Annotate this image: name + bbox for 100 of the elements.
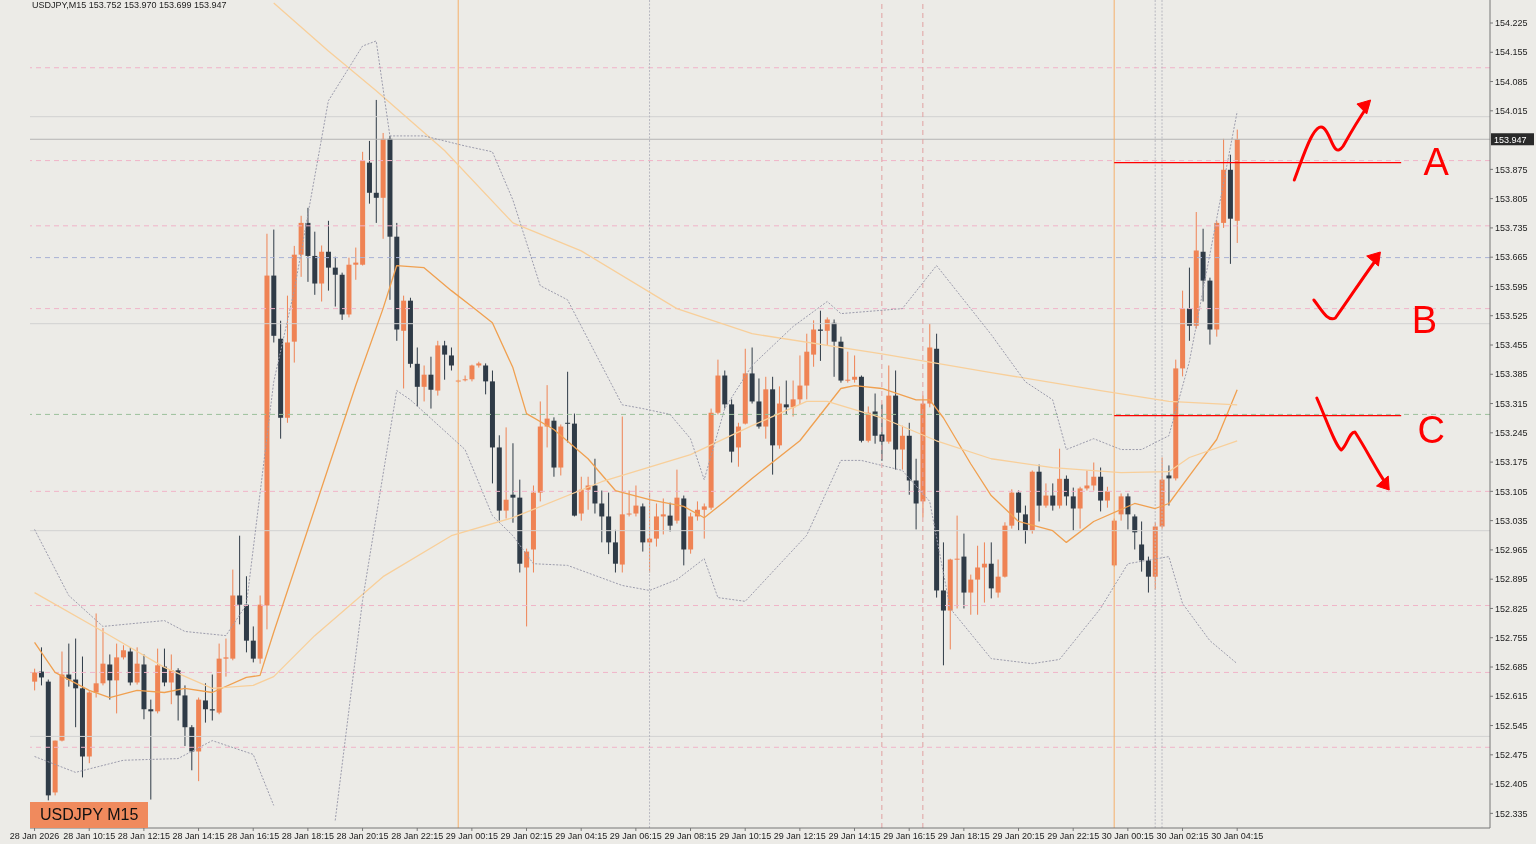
- candlestick: [414, 347, 420, 407]
- candlestick: [1091, 462, 1097, 492]
- x-tick-label: 28 Jan 22:15: [391, 831, 444, 842]
- candlestick: [373, 99, 379, 224]
- annotation: USDJPY M15: [30, 802, 149, 828]
- candlestick: [483, 362, 489, 395]
- candlestick: [592, 458, 598, 515]
- candlestick: [845, 351, 851, 384]
- candlestick: [674, 469, 680, 525]
- line-series: [34, 40, 1238, 637]
- y-tick-label: 152.475: [1495, 750, 1528, 761]
- candlestick: [913, 458, 919, 530]
- candlestick: [852, 354, 858, 384]
- candlestick: [100, 627, 106, 686]
- candlestick: [448, 347, 454, 372]
- candlestick: [899, 425, 905, 471]
- ref-line-label: 153.947: [1494, 134, 1527, 145]
- x-tick-label: 29 Jan 00:15: [445, 831, 498, 842]
- x-tick-label: 29 Jan 22:15: [1047, 831, 1100, 842]
- candlestick: [995, 559, 1001, 599]
- candlestick: [975, 545, 981, 616]
- candlestick: [797, 354, 803, 405]
- candlestick: [1166, 464, 1172, 507]
- candlestick: [1145, 556, 1151, 594]
- candlestick: [1118, 492, 1124, 522]
- candlestick: [1043, 482, 1049, 509]
- candlestick: [237, 535, 243, 625]
- candlestick: [1098, 467, 1104, 512]
- candlestick: [831, 318, 837, 378]
- candlestick: [599, 490, 605, 543]
- annotation: B: [1410, 298, 1439, 342]
- y-tick-label: 152.685: [1495, 662, 1528, 673]
- y-tick-label: 152.965: [1495, 545, 1528, 556]
- candlestick: [660, 497, 666, 535]
- line-series: [33, 264, 1238, 699]
- candlestick: [223, 638, 229, 678]
- y-tick-label: 152.405: [1495, 779, 1528, 790]
- y-tick-label: 153.805: [1495, 193, 1528, 204]
- candlestick: [462, 375, 468, 382]
- x-tick-label: 28 Jan 20:15: [336, 831, 389, 842]
- x-tick-label: 28 Jan 16:15: [227, 831, 280, 842]
- x-tick-label: 28 Jan 2026: [9, 831, 60, 842]
- candlestick: [1016, 490, 1022, 532]
- y-tick-label: 154.085: [1495, 76, 1528, 87]
- candlestick: [93, 612, 99, 699]
- y-tick-label: 152.895: [1495, 574, 1528, 585]
- candlestick: [510, 442, 516, 524]
- y-tick-label: 152.545: [1495, 720, 1528, 731]
- candlestick: [824, 316, 830, 346]
- candlestick: [940, 541, 946, 666]
- x-tick-label: 30 Jan 00:15: [1101, 831, 1154, 842]
- x-tick-label: 29 Jan 10:15: [719, 831, 772, 842]
- y-tick-label: 153.665: [1495, 252, 1528, 263]
- x-tick-label: 29 Jan 02:15: [500, 831, 553, 842]
- candlestick: [790, 380, 796, 418]
- candlestick: [1186, 267, 1192, 342]
- candlestick: [612, 529, 618, 573]
- x-tick-label: 28 Jan 14:15: [172, 831, 225, 842]
- candlestick: [1077, 486, 1083, 530]
- x-tick-label: 28 Jan 12:15: [117, 831, 170, 842]
- candlestick: [503, 426, 509, 520]
- chart-title: USDJPY,M15 153.752 153.970 153.699 153.947: [32, 0, 227, 10]
- x-tick-label: 28 Jan 10:15: [63, 831, 116, 842]
- y-tick-label: 153.455: [1495, 340, 1528, 351]
- candlestick: [653, 502, 659, 548]
- x-tick-label: 29 Jan 06:15: [609, 831, 662, 842]
- y-tick-label: 152.755: [1495, 632, 1528, 643]
- y-tick-label: 152.825: [1495, 603, 1528, 614]
- y-tick-label: 153.875: [1495, 164, 1528, 175]
- line-series: [273, 2, 1238, 406]
- candlestick: [32, 668, 38, 691]
- y-tick-label: 152.615: [1495, 691, 1528, 702]
- candlestick: [134, 646, 140, 686]
- y-tick-label: 153.315: [1495, 398, 1528, 409]
- candlestick: [1104, 486, 1110, 509]
- y-tick-label: 154.015: [1495, 106, 1528, 117]
- x-tick-label: 30 Jan 04:15: [1211, 831, 1264, 842]
- candlestick: [250, 625, 256, 663]
- y-tick-label: 154.155: [1495, 47, 1528, 58]
- candlestick: [421, 364, 427, 402]
- x-tick-label: 29 Jan 08:15: [664, 831, 717, 842]
- candlestick: [107, 653, 113, 701]
- candlestick: [565, 371, 571, 443]
- candlestick: [578, 476, 584, 522]
- y-tick-label: 152.335: [1495, 808, 1528, 819]
- candlestick: [325, 220, 331, 292]
- y-tick-label: 153.105: [1495, 486, 1528, 497]
- candlestick: [1070, 487, 1076, 532]
- annotation: A: [1422, 140, 1450, 184]
- candlestick: [1125, 492, 1131, 530]
- x-tick-label: 29 Jan 18:15: [937, 831, 990, 842]
- x-tick-label: 29 Jan 16:15: [883, 831, 936, 842]
- x-tick-label: 29 Jan 20:15: [992, 831, 1045, 842]
- candlestick: [667, 502, 673, 533]
- candlestick: [968, 574, 974, 616]
- x-tick-label: 28 Jan 18:15: [281, 831, 334, 842]
- candlestick: [1132, 513, 1138, 550]
- candlestick: [428, 356, 434, 410]
- candlestick: [148, 699, 154, 801]
- x-tick-label: 30 Jan 02:15: [1156, 831, 1209, 842]
